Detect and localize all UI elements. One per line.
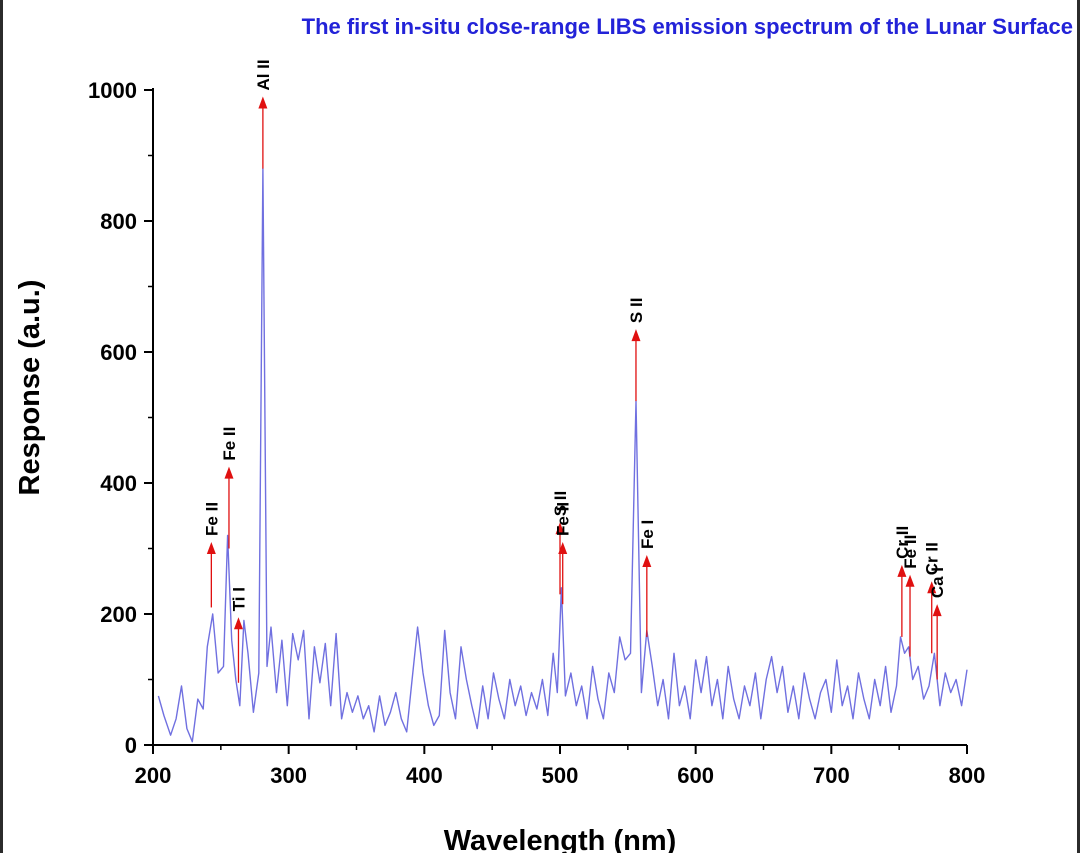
peak-arrow-head [642, 555, 652, 568]
x-tick-label: 300 [270, 763, 307, 788]
peak-arrow-head [897, 564, 907, 577]
peak-arrow-head [927, 581, 937, 594]
x-tick-label: 800 [949, 763, 986, 788]
peak-annotation: Fe II [220, 427, 239, 549]
x-tick-label: 500 [542, 763, 579, 788]
y-tick-label: 1000 [88, 78, 137, 103]
peak-label: Cr II [893, 526, 912, 559]
peak-annotation: Fe II [901, 535, 920, 657]
peak-arrow-head [558, 541, 568, 554]
axes-layer: 0 200 400 600 800 1000 200 300 400 500 600 700 800 [88, 78, 985, 788]
peak-label: Cr II [923, 542, 942, 575]
peak-arrow-head [233, 617, 243, 630]
peak-arrow-head [631, 329, 641, 342]
x-tick-label: 700 [813, 763, 850, 788]
peak-label: S II [551, 491, 570, 517]
y-tick-label: 400 [100, 471, 137, 496]
x-axis-title: Wavelength (nm) [444, 825, 677, 853]
x-tick-label: 400 [406, 763, 443, 788]
y-tick-label: 0 [125, 733, 137, 758]
peak-annotation: Fe II [554, 502, 573, 605]
peak-annotation: Cr II [923, 542, 942, 654]
peak-arrow-head [555, 522, 565, 535]
spectrum-line [157, 167, 968, 743]
peak-label: Fe I [638, 520, 657, 549]
peak-annotation: Cr II [893, 526, 912, 637]
peak-annotation: S II [551, 491, 570, 595]
spectrum-layer [157, 167, 968, 743]
y-tick-label: 800 [100, 209, 137, 234]
peak-label: Fe II [202, 502, 221, 536]
y-tick-label: 600 [100, 340, 137, 365]
peak-label: Ti I [229, 587, 248, 611]
y-tick-label: 200 [100, 602, 137, 627]
x-tick-label: 600 [677, 763, 714, 788]
peak-annotation: Ti I [229, 587, 248, 683]
peak-arrow-head [224, 466, 234, 479]
peak-label: Al II [254, 59, 273, 90]
peak-arrow-head [905, 574, 915, 587]
x-tick-label: 200 [135, 763, 172, 788]
peak-label: Fe II [220, 427, 239, 461]
y-axis-title: Response (a.u.) [14, 280, 46, 496]
peak-annotation: Al II [254, 59, 273, 169]
peak-label: Fe II [554, 502, 573, 536]
peak-annotation: Ca I [928, 567, 947, 680]
peak-annotation: Fe II [202, 502, 221, 608]
peak-arrow-head [206, 541, 216, 554]
peak-label: Fe II [901, 535, 920, 569]
peak-annotation: S II [627, 298, 646, 402]
peak-arrow-head [258, 96, 268, 109]
chart-title: The first in-situ close-range LIBS emiss… [301, 14, 1073, 39]
peak-label: S II [627, 298, 646, 324]
peak-arrow-head [932, 604, 942, 617]
peak-label: Ca I [928, 567, 947, 598]
peak-annotation: Fe I [638, 520, 657, 637]
